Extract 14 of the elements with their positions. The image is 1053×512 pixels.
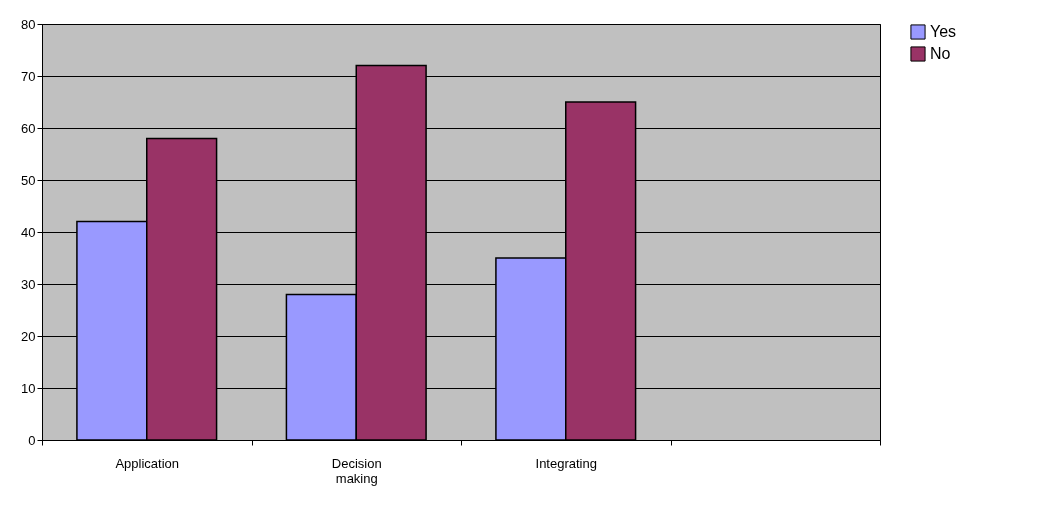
y-tick-label: 10 [21, 380, 36, 396]
y-tick-label: 20 [21, 328, 36, 344]
y-tick-label: 40 [21, 224, 36, 240]
x-tick-label: Application [115, 455, 180, 471]
legend-label: No [930, 45, 951, 62]
y-tick-label: 80 [21, 16, 36, 32]
x-tick-label: Integrating [535, 455, 597, 471]
y-tick-label: 60 [21, 120, 36, 136]
y-tick-label: 50 [21, 172, 36, 188]
y-tick-label: 30 [21, 276, 36, 292]
y-tick-label: 0 [28, 432, 36, 448]
legend-label: Yes [930, 23, 957, 40]
y-tick-label: 70 [21, 68, 36, 84]
x-tick-label: Decision making [331, 455, 382, 486]
